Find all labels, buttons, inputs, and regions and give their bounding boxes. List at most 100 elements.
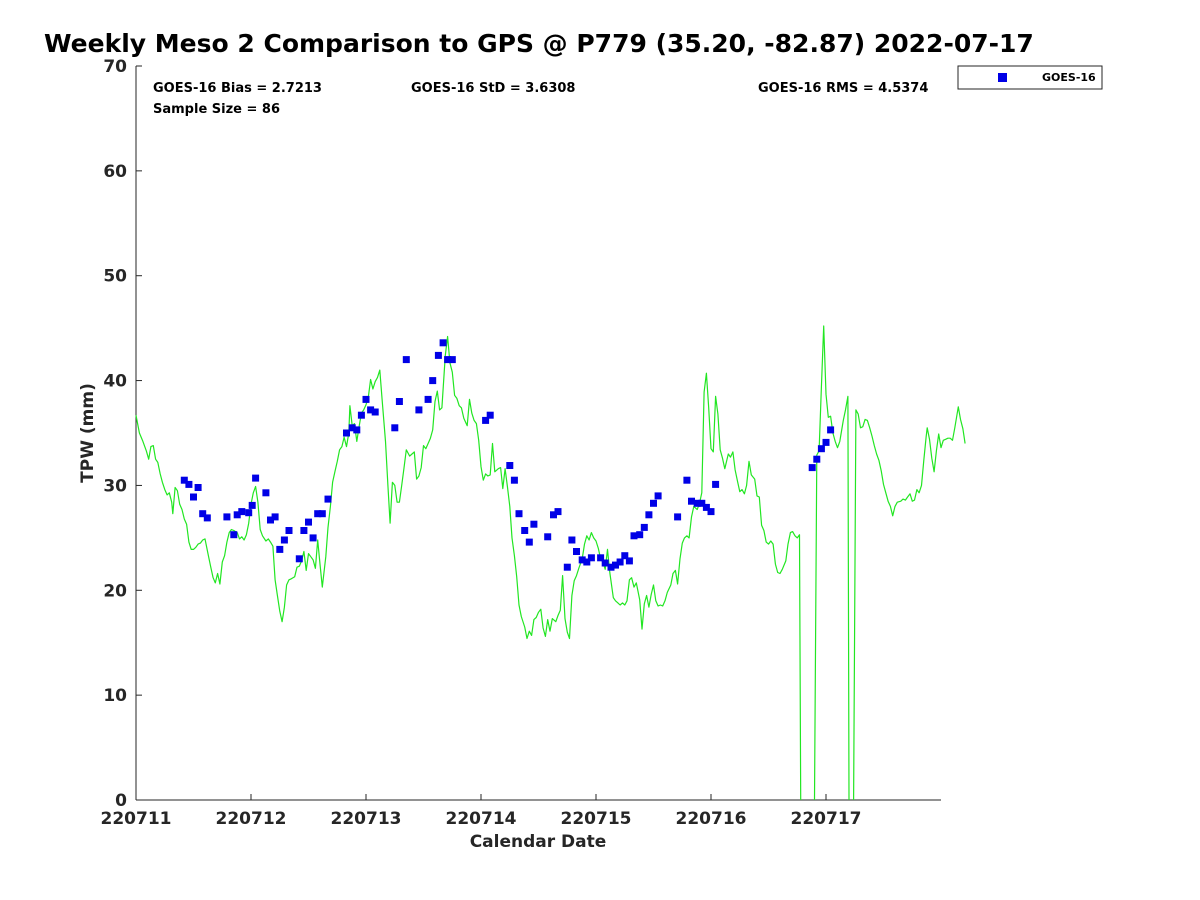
goes16-point xyxy=(573,548,580,555)
goes16-point xyxy=(371,408,379,416)
y-tick-label: 50 xyxy=(103,267,127,287)
goes16-point xyxy=(621,552,629,560)
goes16-point xyxy=(482,416,490,424)
goes16-point xyxy=(439,339,447,347)
goes16-point xyxy=(568,536,576,544)
goes16-point xyxy=(636,531,644,539)
goes16-point xyxy=(185,480,193,488)
goes16-point xyxy=(515,510,523,518)
goes16-point xyxy=(199,510,207,518)
goes16-point xyxy=(424,395,432,403)
std-stat: GOES-16 StD = 3.6308 xyxy=(411,81,575,96)
goes16-point xyxy=(712,480,720,488)
goes16-point xyxy=(248,501,256,509)
goes16-point xyxy=(688,497,695,505)
sample-size-stat: Sample Size = 86 xyxy=(153,102,280,117)
goes16-point xyxy=(367,406,375,414)
goes16-point xyxy=(252,474,260,482)
goes16-point xyxy=(654,492,662,500)
goes16-point xyxy=(822,438,830,446)
goes16-point xyxy=(429,377,437,385)
goes16-point xyxy=(813,455,821,463)
goes16-point xyxy=(402,356,410,364)
x-tick-label: 220712 xyxy=(216,809,287,829)
goes16-point xyxy=(521,527,529,534)
goes16-point xyxy=(554,508,562,516)
goes16-point xyxy=(180,476,188,484)
goes16-point xyxy=(448,356,456,364)
goes16-point xyxy=(486,411,494,419)
legend-box xyxy=(957,65,1103,90)
y-tick-label: 70 xyxy=(103,57,127,77)
goes16-point xyxy=(650,499,657,507)
goes16-point xyxy=(444,356,452,364)
x-tick-label: 220714 xyxy=(446,809,517,829)
goes16-point xyxy=(353,426,361,434)
goes16-point xyxy=(674,513,682,521)
goes16-point xyxy=(262,489,270,497)
x-tick-label: 220716 xyxy=(676,809,747,829)
goes16-point xyxy=(612,561,619,569)
goes16-point xyxy=(645,511,653,519)
goes16-point xyxy=(357,411,365,419)
y-axis-title: TPW (mm) xyxy=(78,383,98,483)
goes16-point xyxy=(300,527,308,534)
goes16-point xyxy=(305,518,312,526)
goes16-point xyxy=(190,493,197,501)
x-tick-label: 220711 xyxy=(101,809,172,829)
goes16-point xyxy=(395,398,403,405)
goes16-point xyxy=(280,536,288,544)
goes16-point xyxy=(415,406,423,414)
goes16-point xyxy=(245,509,253,517)
chart-title: Weekly Meso 2 Comparison to GPS @ P779 (… xyxy=(44,29,1034,58)
gps-line-series xyxy=(135,325,966,801)
goes16-point xyxy=(309,534,317,542)
goes16-point xyxy=(223,513,231,521)
goes16-point xyxy=(295,555,303,563)
plot-area xyxy=(136,66,941,800)
goes16-point xyxy=(194,484,202,491)
goes16-point xyxy=(702,503,710,511)
bias-stat: GOES-16 Bias = 2.7213 xyxy=(153,81,322,96)
goes16-point xyxy=(348,424,356,432)
goes16-point xyxy=(808,464,816,472)
goes16-point xyxy=(607,563,615,571)
goes16-point xyxy=(587,554,595,562)
goes16-point xyxy=(693,499,701,507)
y-tick-label: 60 xyxy=(103,162,127,182)
goes16-point xyxy=(230,531,238,539)
rms-stat: GOES-16 RMS = 4.5374 xyxy=(758,81,928,96)
goes16-point xyxy=(817,445,825,453)
goes16-point xyxy=(318,510,326,518)
y-ticks: 0 10 20 30 40 50 60 70 xyxy=(103,57,142,811)
goes16-point xyxy=(550,511,557,519)
y-tick-label: 20 xyxy=(103,581,127,601)
goes16-point xyxy=(583,558,591,566)
x-ticks: 220711 220712 220713 220714 220715 220716 2207… xyxy=(101,794,862,829)
goes16-point xyxy=(271,513,279,521)
y-tick-label: 0 xyxy=(115,791,127,811)
goes16-point xyxy=(506,462,514,469)
x-tick-label: 220715 xyxy=(561,809,632,829)
goes16-point xyxy=(625,557,633,565)
goes16-point xyxy=(233,511,241,519)
y-tick-label: 10 xyxy=(103,686,127,706)
x-axis-title: Calendar Date xyxy=(470,832,607,852)
goes16-point xyxy=(324,495,332,503)
x-tick-label: 220713 xyxy=(331,809,402,829)
x-tick-label: 220717 xyxy=(791,809,862,829)
goes16-point xyxy=(510,476,518,484)
gps-line-segment xyxy=(135,335,802,801)
goes16-point xyxy=(434,351,442,359)
goes16-point xyxy=(203,514,211,522)
goes16-point xyxy=(362,395,370,403)
goes16-point xyxy=(285,527,293,534)
goes16-point xyxy=(616,558,624,566)
goes16-point xyxy=(525,538,533,546)
gps-line-segment xyxy=(852,406,966,801)
gps-line-segment xyxy=(813,325,850,801)
legend: GOES-16 xyxy=(957,65,1103,90)
legend-marker xyxy=(998,73,1007,82)
goes16-point xyxy=(640,523,648,531)
